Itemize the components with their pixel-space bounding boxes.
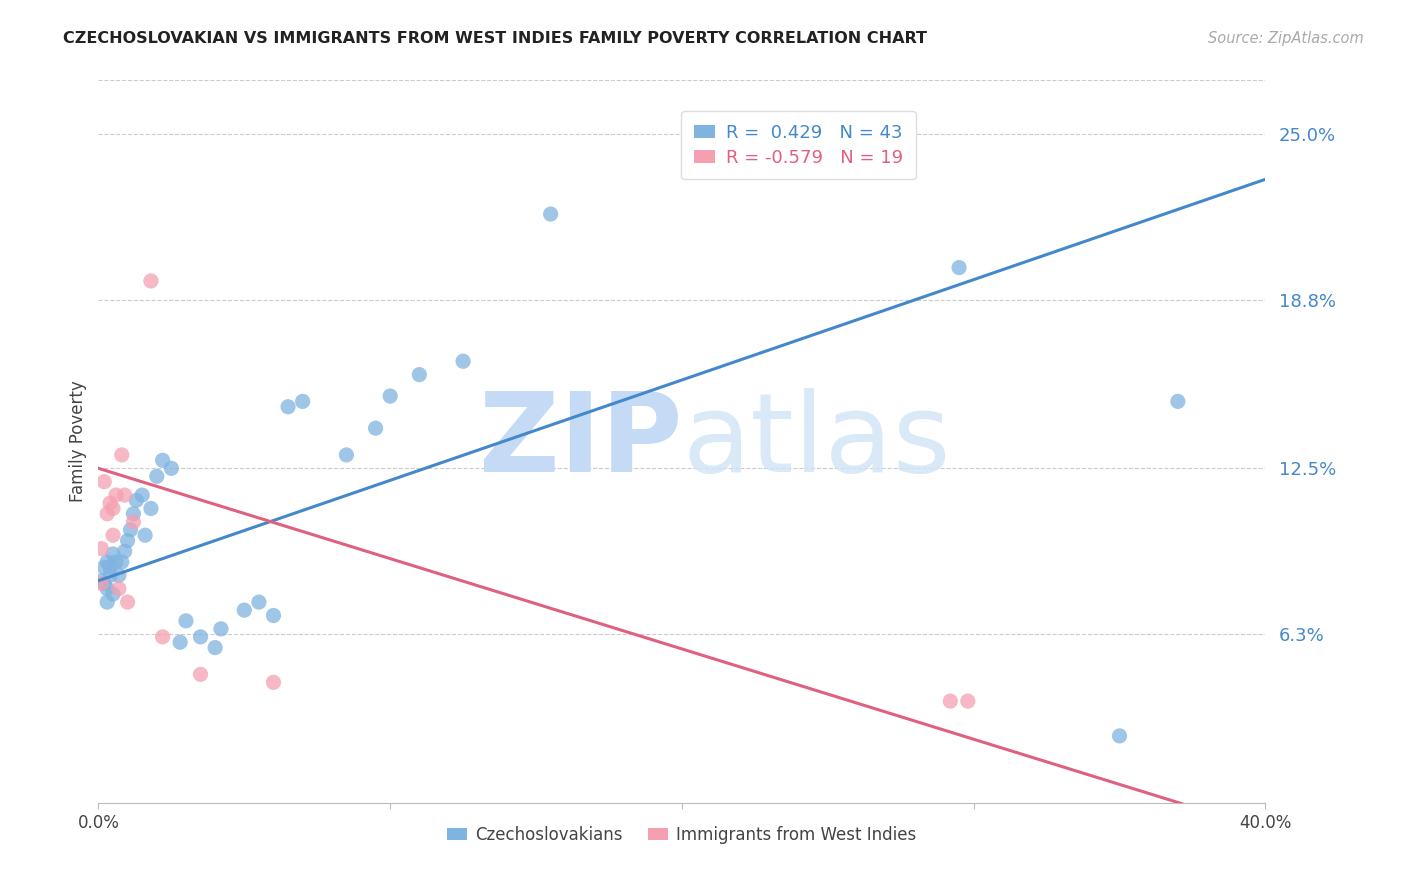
Point — [125, 493, 148, 508]
Point — [364, 421, 387, 435]
Point — [96, 555, 118, 569]
Y-axis label: Family Poverty: Family Poverty — [69, 381, 87, 502]
Point — [111, 555, 134, 569]
Point — [108, 582, 131, 596]
Point — [152, 630, 174, 644]
Point — [114, 544, 136, 558]
Point — [277, 400, 299, 414]
Point — [134, 528, 156, 542]
Point — [114, 488, 136, 502]
Point — [1167, 394, 1189, 409]
Point — [380, 389, 402, 403]
Point — [90, 576, 112, 591]
Point — [956, 694, 979, 708]
Point — [93, 475, 115, 489]
Point — [131, 488, 153, 502]
Point — [90, 574, 112, 588]
Point — [209, 622, 232, 636]
Point — [101, 528, 124, 542]
Point — [540, 207, 562, 221]
Point — [160, 461, 183, 475]
Point — [122, 507, 145, 521]
Point — [948, 260, 970, 275]
Point — [335, 448, 357, 462]
Point — [101, 501, 124, 516]
Text: ZIP: ZIP — [478, 388, 682, 495]
Point — [408, 368, 430, 382]
Point — [262, 608, 284, 623]
Point — [98, 568, 121, 582]
Point — [247, 595, 270, 609]
Point — [93, 576, 115, 591]
Text: atlas: atlas — [682, 388, 950, 495]
Point — [117, 595, 139, 609]
Point — [90, 541, 112, 556]
Point — [152, 453, 174, 467]
Point — [169, 635, 191, 649]
Point — [139, 501, 162, 516]
Point — [122, 515, 145, 529]
Point — [139, 274, 162, 288]
Point — [101, 587, 124, 601]
Point — [98, 496, 121, 510]
Point — [1108, 729, 1130, 743]
Point — [96, 582, 118, 596]
Point — [146, 469, 169, 483]
Point — [291, 394, 314, 409]
Point — [96, 507, 118, 521]
Text: Source: ZipAtlas.com: Source: ZipAtlas.com — [1208, 31, 1364, 46]
Point — [111, 448, 134, 462]
Point — [108, 568, 131, 582]
Point — [117, 533, 139, 548]
Point — [451, 354, 474, 368]
Point — [939, 694, 962, 708]
Legend: Czechoslovakians, Immigrants from West Indies: Czechoslovakians, Immigrants from West I… — [439, 818, 925, 852]
Point — [96, 595, 118, 609]
Point — [204, 640, 226, 655]
Point — [190, 630, 212, 644]
Point — [101, 547, 124, 561]
Point — [104, 488, 127, 502]
Point — [120, 523, 142, 537]
Point — [98, 560, 121, 574]
Point — [262, 675, 284, 690]
Point — [174, 614, 197, 628]
Point — [104, 555, 127, 569]
Point — [233, 603, 256, 617]
Point — [93, 560, 115, 574]
Point — [190, 667, 212, 681]
Text: CZECHOSLOVAKIAN VS IMMIGRANTS FROM WEST INDIES FAMILY POVERTY CORRELATION CHART: CZECHOSLOVAKIAN VS IMMIGRANTS FROM WEST … — [63, 31, 928, 46]
